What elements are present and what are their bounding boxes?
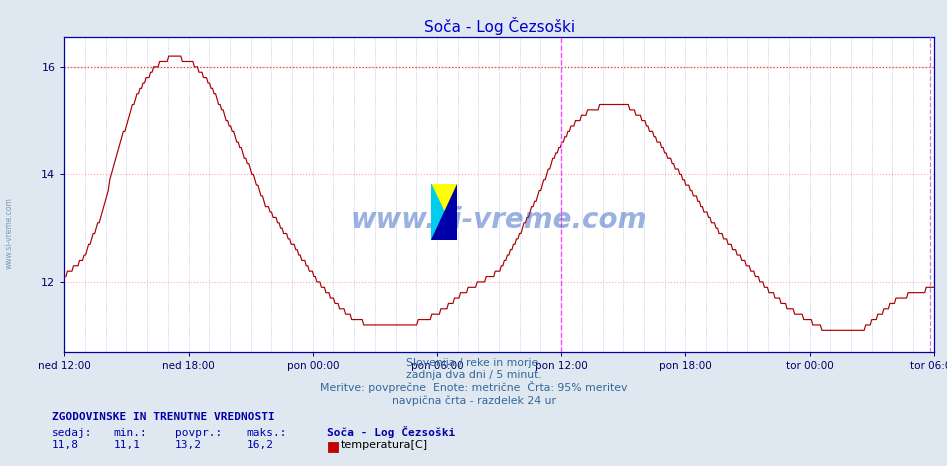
Text: 11,8: 11,8	[52, 440, 80, 450]
Text: Soča - Log Čezsoški: Soča - Log Čezsoški	[327, 426, 455, 438]
Text: 16,2: 16,2	[246, 440, 274, 450]
Text: 11,1: 11,1	[114, 440, 141, 450]
Text: povpr.:: povpr.:	[175, 428, 223, 438]
Text: www.si-vreme.com: www.si-vreme.com	[5, 197, 14, 269]
Text: maks.:: maks.:	[246, 428, 287, 438]
Polygon shape	[431, 184, 457, 240]
Text: sedaj:: sedaj:	[52, 428, 93, 438]
Text: navpična črta - razdelek 24 ur: navpična črta - razdelek 24 ur	[391, 396, 556, 406]
Text: ZGODOVINSKE IN TRENUTNE VREDNOSTI: ZGODOVINSKE IN TRENUTNE VREDNOSTI	[52, 412, 275, 422]
Polygon shape	[431, 184, 457, 240]
Text: temperatura[C]: temperatura[C]	[341, 440, 428, 450]
Polygon shape	[431, 184, 457, 240]
Text: 13,2: 13,2	[175, 440, 203, 450]
Text: Slovenija / reke in morje.: Slovenija / reke in morje.	[405, 358, 542, 368]
Text: min.:: min.:	[114, 428, 148, 438]
Text: Meritve: povprečne  Enote: metrične  Črta: 95% meritev: Meritve: povprečne Enote: metrične Črta:…	[320, 382, 627, 393]
Text: zadnja dva dni / 5 minut.: zadnja dva dni / 5 minut.	[405, 370, 542, 380]
Text: www.si-vreme.com: www.si-vreme.com	[350, 206, 648, 234]
Title: Soča - Log Čezsoški: Soča - Log Čezsoški	[423, 17, 575, 35]
